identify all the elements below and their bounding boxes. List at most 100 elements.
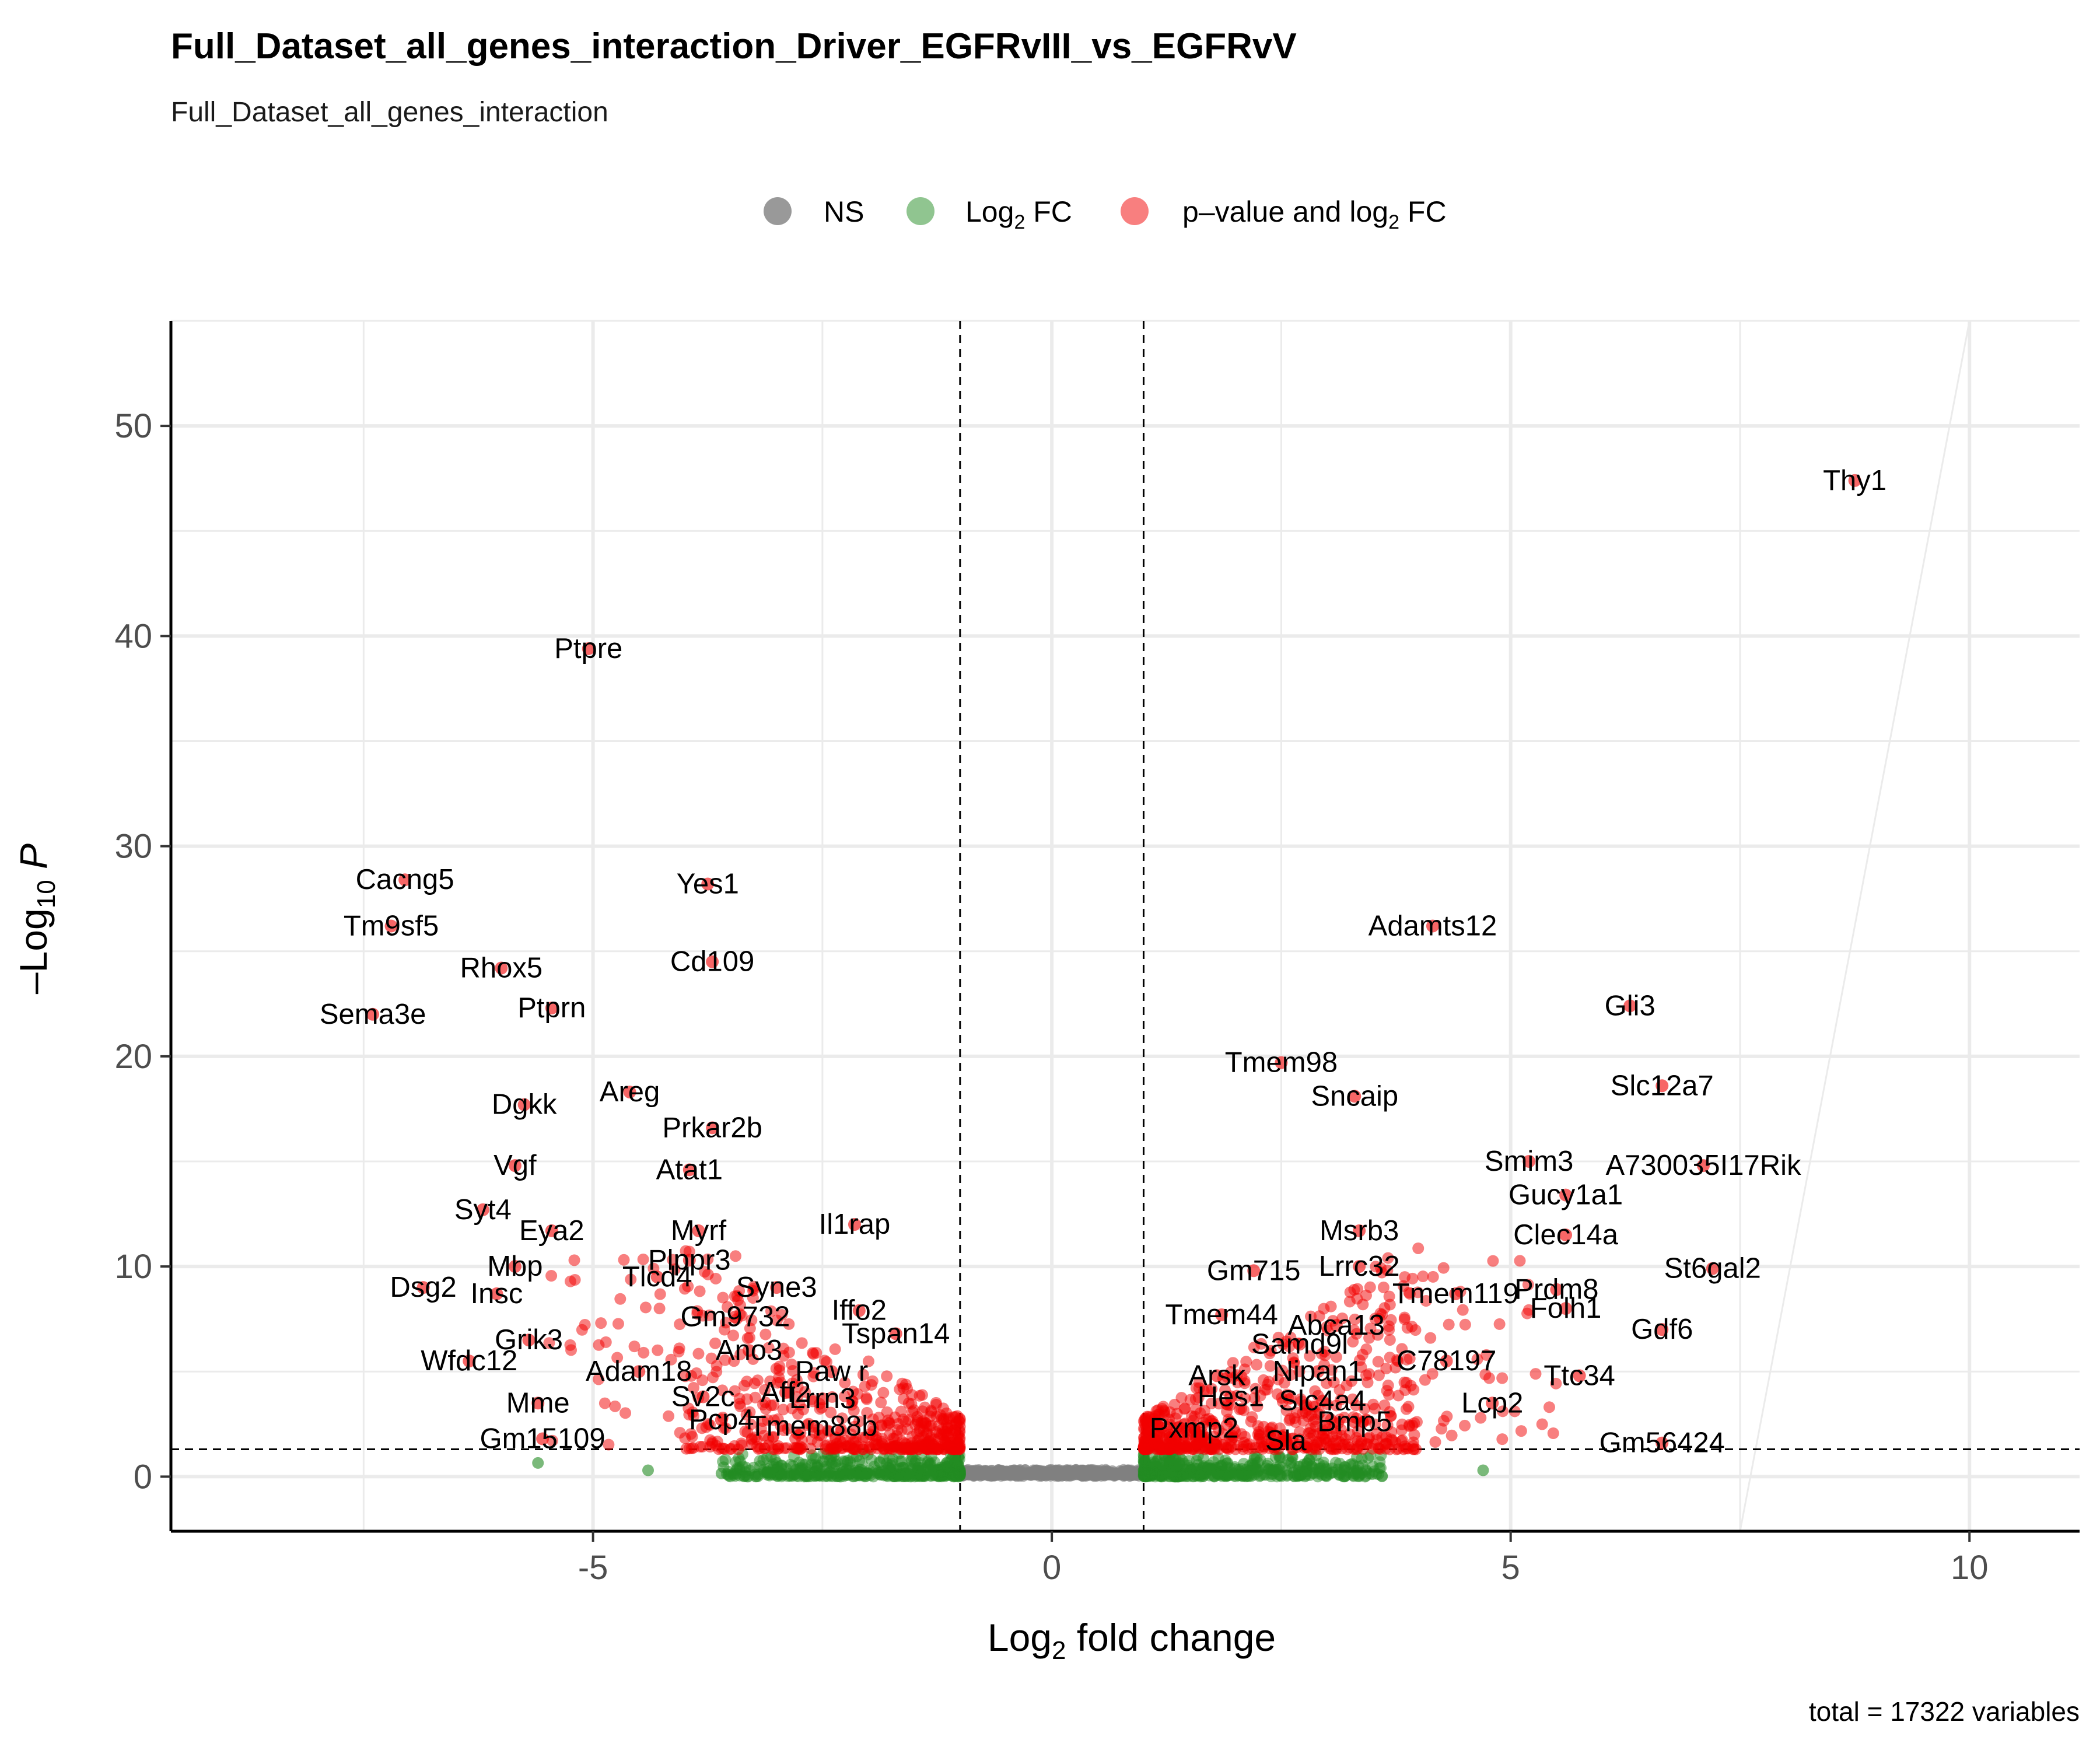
significant-point (1550, 1377, 1562, 1390)
gene-label: Tlcd4 (622, 1261, 692, 1293)
significant-point (1417, 1270, 1429, 1283)
gene-label: Prdm8 (1514, 1274, 1598, 1306)
significant-point (1459, 1419, 1471, 1432)
log2fc-point (847, 1471, 859, 1483)
log2fc-point (1273, 1460, 1286, 1472)
gene-label: Bmp5 (1317, 1406, 1392, 1438)
significant-point (1272, 1373, 1284, 1385)
significant-point (1246, 1411, 1258, 1423)
significant-point (1427, 1270, 1439, 1283)
gene-label: Samd9l (1251, 1328, 1348, 1360)
legend-pfc-label: p–value and log2 FC (1182, 195, 1447, 233)
gene-point (1353, 1260, 1366, 1273)
significant-point (569, 1273, 581, 1286)
significant-point (1264, 1360, 1276, 1372)
significant-point (1166, 1443, 1178, 1455)
log2fc-point (1271, 1471, 1283, 1483)
significant-point (1515, 1425, 1527, 1437)
significant-point (901, 1382, 914, 1395)
significant-point (609, 1400, 621, 1412)
significant-point (1272, 1331, 1284, 1343)
y-tick-label: 30 (114, 828, 152, 866)
significant-point (598, 1397, 611, 1409)
log2fc-point (1300, 1469, 1312, 1482)
significant-point (1459, 1318, 1471, 1331)
significant-point (857, 1368, 869, 1381)
significant-point (1372, 1356, 1384, 1368)
significant-point (1404, 1352, 1416, 1364)
significant-point (618, 1254, 630, 1266)
gene-label: Ptpre (554, 633, 622, 664)
significant-point (1346, 1393, 1359, 1405)
significant-point (1193, 1382, 1205, 1394)
significant-point (807, 1370, 820, 1382)
axes (169, 321, 2080, 1533)
gene-label: Gdf6 (1631, 1314, 1693, 1345)
significant-point (826, 1440, 838, 1452)
ns-point (1040, 1471, 1051, 1482)
gene-point (650, 1270, 664, 1284)
significant-point (1202, 1432, 1214, 1444)
significant-point (1547, 1427, 1559, 1439)
x-tick-label: 5 (1502, 1549, 1520, 1587)
log2fc-point (1356, 1452, 1368, 1465)
gene-label: Ptprn (517, 992, 586, 1024)
gene-label: Aff2 (761, 1377, 811, 1408)
log2fc-point (1219, 1454, 1231, 1466)
significant-point (748, 1280, 760, 1293)
significant-point (1220, 1441, 1232, 1454)
significant-point (1284, 1368, 1297, 1381)
significant-point (719, 1354, 731, 1366)
ns-point (1059, 1469, 1070, 1480)
significant-point (821, 1424, 834, 1437)
gene-point (1215, 1308, 1228, 1321)
log2fc-point (785, 1469, 797, 1482)
significant-point (685, 1428, 697, 1440)
gene-label: Prkar2b (662, 1112, 762, 1143)
significant-point (875, 1396, 887, 1409)
significant-point (1385, 1410, 1397, 1422)
significant-point (1406, 1321, 1418, 1333)
significant-point (814, 1403, 826, 1415)
significant-point (612, 1318, 624, 1330)
gene-point (1329, 1318, 1343, 1332)
log2fc-point (1156, 1469, 1168, 1481)
gene-label: Gucy1a1 (1508, 1180, 1623, 1211)
significant-point (829, 1343, 841, 1355)
significant-point (707, 1371, 719, 1384)
log2fc-point (1139, 1466, 1152, 1478)
significant-point (771, 1377, 783, 1389)
significant-point (778, 1424, 790, 1436)
gene-point (1706, 1262, 1719, 1275)
gene-label: Lrrn3 (789, 1383, 856, 1415)
log2fc-point (715, 1467, 727, 1479)
log2fc-point (1477, 1464, 1489, 1476)
significant-point (930, 1410, 943, 1423)
gene-point (1559, 1228, 1573, 1242)
gene-label: Lrrc32 (1319, 1251, 1400, 1282)
significant-point (625, 1273, 637, 1286)
significant-point (1400, 1443, 1412, 1455)
ns-point (1087, 1466, 1098, 1477)
significant-point (611, 1352, 624, 1364)
gene-point (545, 1001, 558, 1014)
gene-point (582, 642, 595, 655)
significant-point (887, 1443, 899, 1455)
significant-point (901, 1441, 914, 1454)
significant-point (1392, 1390, 1405, 1402)
significant-point (1479, 1368, 1492, 1381)
gene-label: Iffo2 (832, 1295, 887, 1326)
significant-point (722, 1301, 734, 1313)
log2fc-point (1173, 1459, 1185, 1471)
log2fc-point (811, 1461, 823, 1474)
gene-point (1848, 474, 1861, 487)
gene-point (1559, 1188, 1573, 1202)
gene-label: Gm715 (1207, 1255, 1301, 1286)
significant-point (603, 1438, 615, 1451)
significant-point (765, 1399, 777, 1412)
gene-point (476, 1203, 489, 1216)
log2fc-point (912, 1462, 924, 1474)
significant-point (1179, 1402, 1191, 1415)
gene-point (682, 1254, 696, 1267)
gene-point (816, 1392, 829, 1406)
